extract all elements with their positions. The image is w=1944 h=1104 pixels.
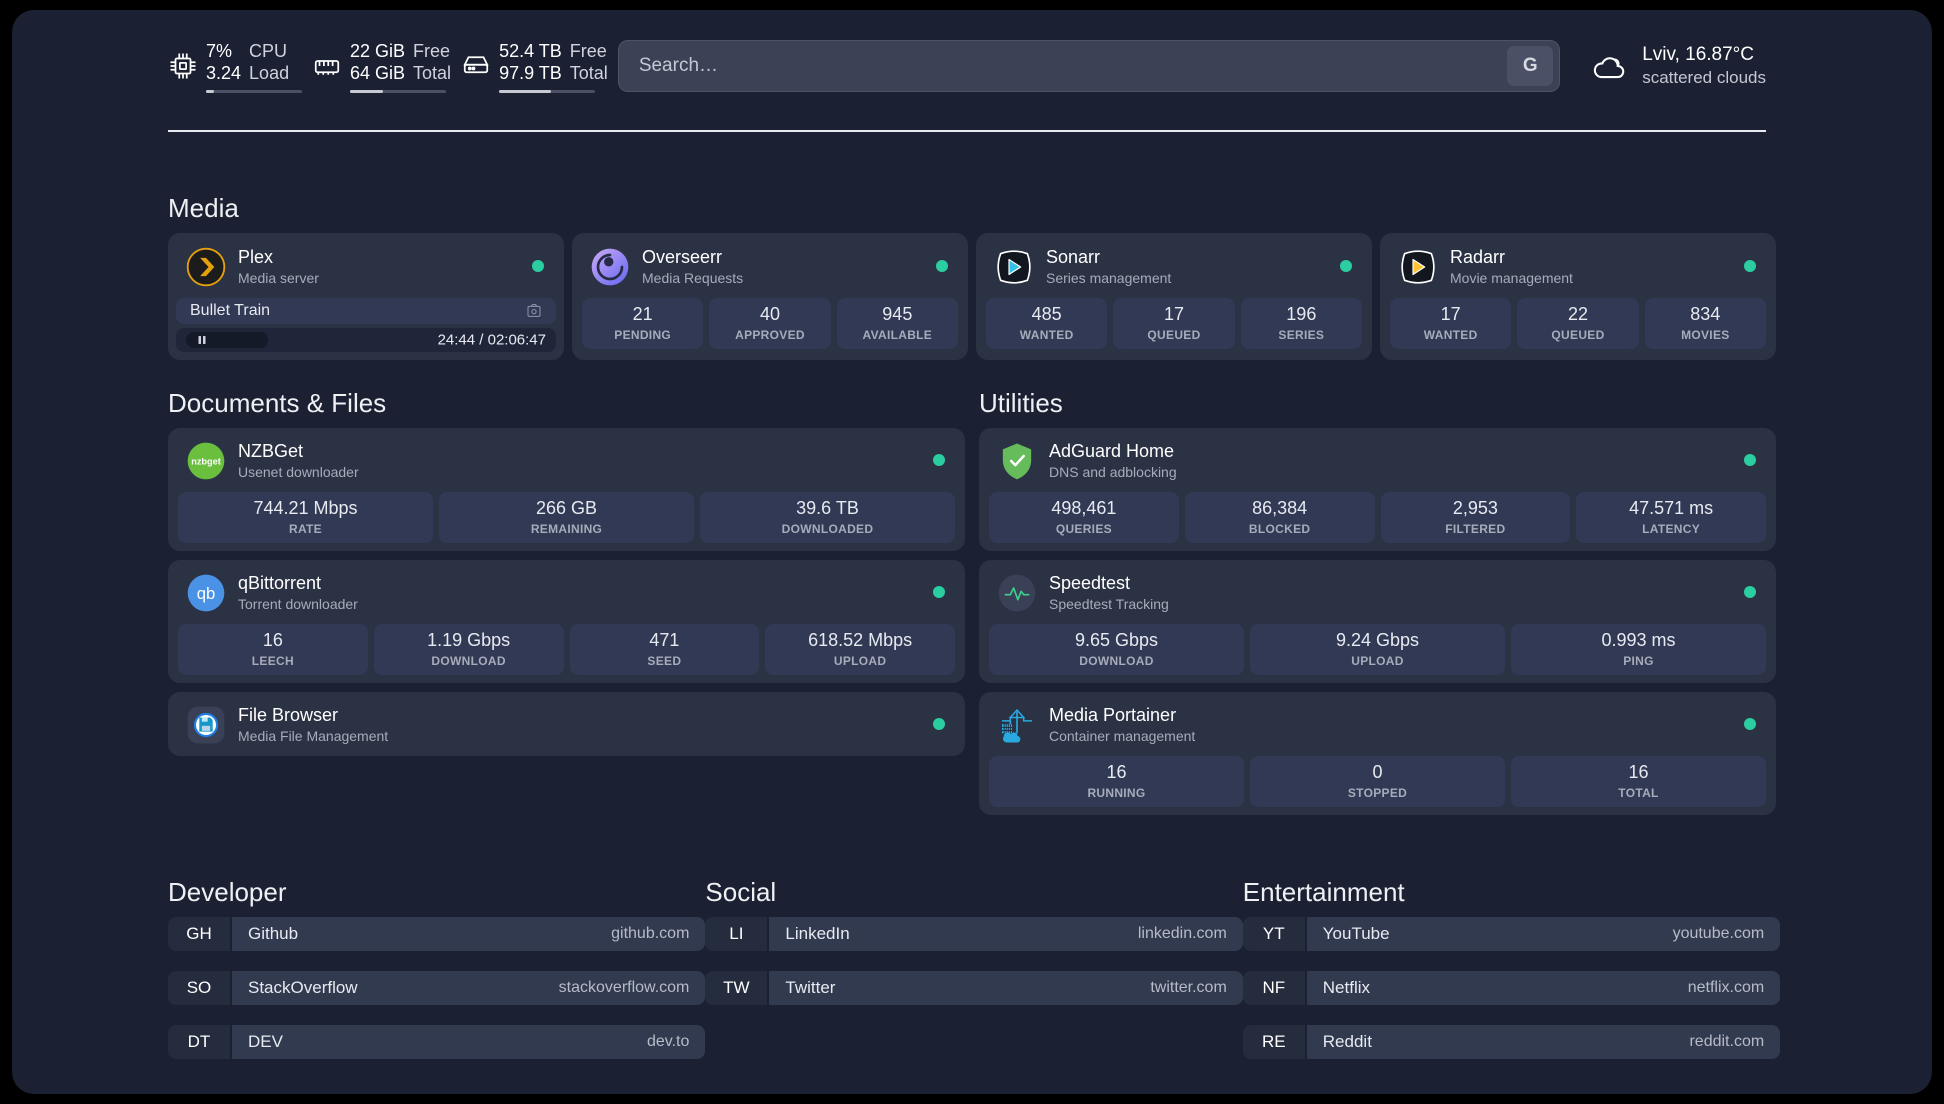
svg-text:nzbget: nzbget (191, 456, 221, 466)
svg-text:qb: qb (197, 583, 216, 602)
